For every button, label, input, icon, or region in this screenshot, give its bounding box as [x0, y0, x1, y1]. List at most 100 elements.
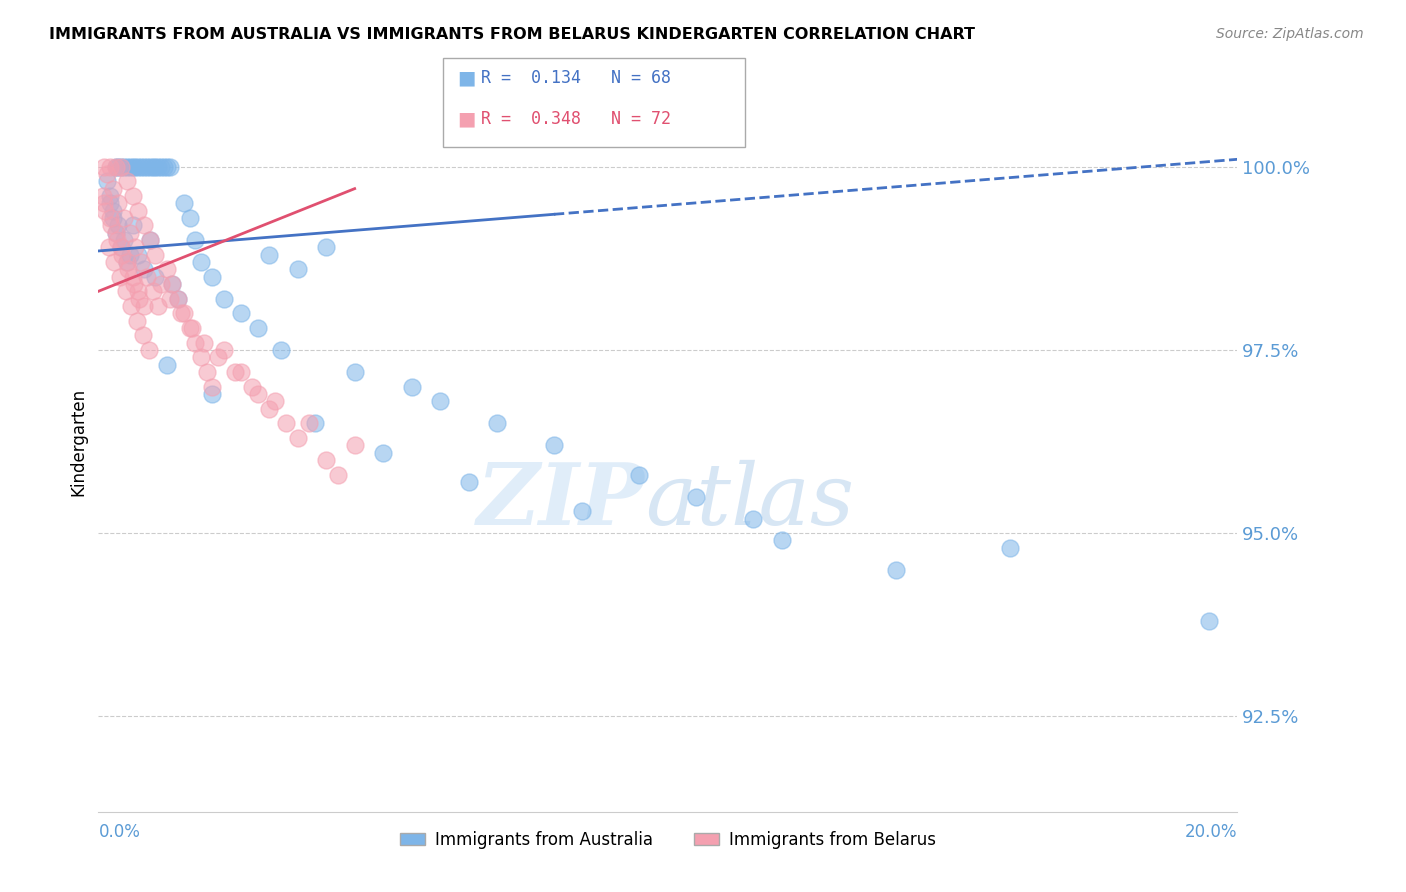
Point: [118, 160, 141, 174]
Point: [162, 277, 184, 291]
Point: [94, 203, 117, 218]
Point: [110, 240, 132, 254]
Point: [127, 160, 149, 174]
Point: [224, 365, 246, 379]
Text: R =  0.348   N = 72: R = 0.348 N = 72: [481, 110, 671, 128]
Point: [129, 255, 152, 269]
Point: [111, 247, 134, 261]
Point: [304, 416, 326, 430]
Point: [212, 292, 235, 306]
Point: [167, 292, 190, 306]
Point: [115, 160, 138, 174]
Point: [96, 167, 118, 181]
Point: [101, 211, 124, 225]
Point: [97, 240, 120, 254]
Point: [118, 247, 141, 261]
Point: [742, 511, 765, 525]
Point: [571, 504, 593, 518]
Point: [132, 328, 155, 343]
Point: [115, 255, 138, 269]
Point: [315, 453, 337, 467]
Point: [107, 196, 129, 211]
Point: [298, 416, 321, 430]
Text: ■: ■: [457, 109, 475, 128]
Point: [120, 299, 142, 313]
Point: [98, 189, 121, 203]
Point: [118, 226, 141, 240]
Point: [91, 189, 114, 203]
Point: [184, 335, 207, 350]
Point: [486, 416, 509, 430]
Point: [287, 262, 309, 277]
Point: [115, 174, 138, 188]
Point: [162, 277, 184, 291]
Point: [998, 541, 1021, 555]
Point: [326, 467, 349, 482]
Point: [170, 306, 193, 320]
Point: [141, 285, 163, 299]
Point: [148, 160, 170, 174]
Point: [201, 379, 224, 393]
Point: [121, 269, 143, 284]
Point: [141, 160, 163, 174]
Point: [156, 160, 179, 174]
Point: [101, 181, 124, 195]
Text: Source: ZipAtlas.com: Source: ZipAtlas.com: [1216, 27, 1364, 41]
Point: [104, 160, 127, 174]
Point: [184, 233, 207, 247]
Text: atlas: atlas: [645, 459, 855, 542]
Point: [135, 160, 157, 174]
Point: [401, 379, 423, 393]
Point: [240, 379, 263, 393]
Point: [343, 438, 366, 452]
Point: [132, 299, 155, 313]
Point: [145, 247, 167, 261]
Legend: Immigrants from Australia, Immigrants from Belarus: Immigrants from Australia, Immigrants fr…: [392, 824, 943, 855]
Point: [110, 160, 132, 174]
Point: [104, 160, 127, 174]
Point: [127, 203, 149, 218]
Point: [138, 233, 160, 247]
Point: [287, 431, 309, 445]
Point: [1198, 614, 1220, 628]
Point: [179, 211, 201, 225]
Point: [98, 211, 121, 225]
Point: [145, 160, 167, 174]
Point: [114, 285, 136, 299]
Point: [145, 269, 167, 284]
Point: [201, 387, 224, 401]
Point: [98, 160, 121, 174]
Point: [156, 358, 179, 372]
Point: [101, 203, 124, 218]
Point: [181, 321, 204, 335]
Point: [246, 387, 269, 401]
Point: [685, 490, 707, 504]
Point: [110, 160, 132, 174]
Point: [264, 394, 287, 409]
Point: [112, 211, 135, 225]
Point: [195, 365, 218, 379]
Point: [150, 160, 173, 174]
Point: [121, 219, 143, 233]
Point: [457, 475, 479, 489]
Text: 20.0%: 20.0%: [1185, 822, 1237, 841]
Point: [343, 365, 366, 379]
Point: [135, 269, 157, 284]
Point: [173, 196, 195, 211]
Point: [107, 160, 129, 174]
Text: 0.0%: 0.0%: [98, 822, 141, 841]
Point: [98, 196, 121, 211]
Point: [93, 196, 115, 211]
Point: [229, 306, 252, 320]
Point: [104, 226, 127, 240]
Point: [115, 255, 138, 269]
Point: [124, 240, 146, 254]
Point: [100, 219, 122, 233]
Point: [173, 306, 195, 320]
Point: [108, 269, 131, 284]
Point: [122, 277, 145, 291]
Point: [132, 219, 155, 233]
Point: [884, 563, 907, 577]
Point: [105, 233, 128, 247]
Point: [107, 219, 129, 233]
